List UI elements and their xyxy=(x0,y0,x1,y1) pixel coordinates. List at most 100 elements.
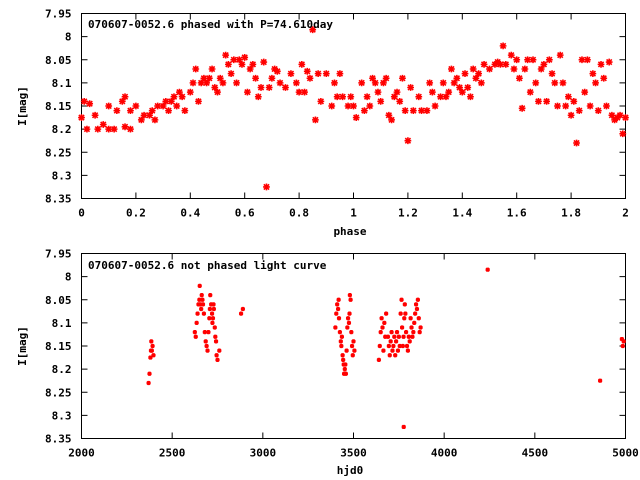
data-point xyxy=(388,116,395,124)
data-point xyxy=(415,297,421,302)
data-point xyxy=(240,306,246,312)
data-point xyxy=(393,88,401,96)
x-axis-ticks: 0 0.2 0.4 0.6 0.8 1 1.2 1.4 1.6 1.8 2 xyxy=(78,13,629,220)
data-point xyxy=(349,343,355,349)
data-point xyxy=(298,60,306,68)
data-point xyxy=(414,306,420,312)
data-point xyxy=(207,316,212,321)
data-point xyxy=(399,297,404,302)
data-point xyxy=(113,107,121,115)
data-point xyxy=(235,56,243,64)
data-point xyxy=(213,334,218,339)
data-point xyxy=(282,84,289,91)
data-point xyxy=(244,88,251,96)
data-point xyxy=(412,320,417,326)
data-point xyxy=(208,292,213,298)
data-point xyxy=(379,316,384,321)
data-point xyxy=(149,339,154,344)
data-point xyxy=(351,339,356,344)
data-point xyxy=(230,56,238,64)
data-point xyxy=(554,102,561,110)
data-point xyxy=(350,353,355,358)
data-point xyxy=(265,84,273,91)
data-point xyxy=(403,311,408,316)
data-point xyxy=(409,325,414,330)
data-point xyxy=(210,316,216,321)
data-point xyxy=(418,107,425,115)
data-point xyxy=(543,97,550,105)
data-point xyxy=(257,84,265,91)
data-point xyxy=(480,60,488,68)
data-point xyxy=(192,65,200,73)
y-tick-label: 8.25 xyxy=(45,146,72,159)
data-point xyxy=(578,56,586,64)
data-point xyxy=(151,353,156,358)
data-point xyxy=(535,97,542,105)
data-point xyxy=(551,79,559,87)
data-point xyxy=(197,283,202,289)
data-point xyxy=(340,357,346,363)
data-point xyxy=(193,334,198,339)
data-point xyxy=(380,325,385,330)
data-point xyxy=(382,74,390,82)
data-point xyxy=(335,302,340,307)
plot-title: 070607-0052.6 phased with P=74.610day xyxy=(88,18,333,31)
y-tick-label: 8.1 xyxy=(52,317,72,330)
data-point xyxy=(252,74,259,82)
data-point xyxy=(529,56,537,64)
data-point xyxy=(516,74,523,82)
data-point xyxy=(197,79,205,87)
data-point xyxy=(448,65,455,73)
data-point xyxy=(597,60,605,68)
data-point xyxy=(348,297,353,302)
y-tick-label: 8.3 xyxy=(52,169,72,182)
data-point xyxy=(140,111,148,119)
data-point xyxy=(127,107,134,115)
data-point xyxy=(485,267,490,272)
data-point xyxy=(214,353,219,358)
data-point xyxy=(388,339,393,344)
data-point xyxy=(458,88,466,96)
data-point xyxy=(154,102,162,110)
data-point xyxy=(358,79,366,87)
data-point xyxy=(548,70,556,78)
data-point xyxy=(301,88,308,96)
data-point xyxy=(477,79,485,87)
data-point xyxy=(105,102,113,110)
data-point xyxy=(565,93,572,101)
data-point xyxy=(219,79,227,87)
data-point xyxy=(225,60,232,68)
data-point xyxy=(260,58,268,66)
data-point xyxy=(499,42,507,50)
data-point xyxy=(369,74,376,82)
data-point xyxy=(389,329,394,335)
data-point xyxy=(200,74,208,82)
x-tick-label: 1.4 xyxy=(452,207,472,220)
unphased-light-curve-plot: 7.95 8 8.05 8.1 8.15 8.2 8.25 8.3 8.35 2000 2500 3… xyxy=(16,248,639,478)
data-point xyxy=(586,102,594,110)
data-point xyxy=(345,325,350,330)
data-point xyxy=(406,334,411,339)
data-point xyxy=(377,97,385,105)
data-point xyxy=(396,334,401,339)
data-point xyxy=(401,424,406,430)
data-point xyxy=(211,306,217,312)
data-point xyxy=(429,88,436,96)
data-point xyxy=(333,93,341,101)
data-point xyxy=(207,306,213,312)
data-point xyxy=(339,343,344,349)
data-point xyxy=(147,371,152,376)
data-point xyxy=(178,93,186,101)
data-point xyxy=(78,114,85,121)
data-point xyxy=(387,353,392,358)
data-point xyxy=(418,325,423,330)
data-point xyxy=(621,339,626,344)
x-tick-label: 2 xyxy=(622,207,629,220)
data-point xyxy=(86,100,94,108)
data-point xyxy=(309,26,317,34)
data-point xyxy=(453,74,461,82)
data-point xyxy=(592,79,599,87)
data-point xyxy=(268,74,276,82)
data-point xyxy=(343,371,349,376)
